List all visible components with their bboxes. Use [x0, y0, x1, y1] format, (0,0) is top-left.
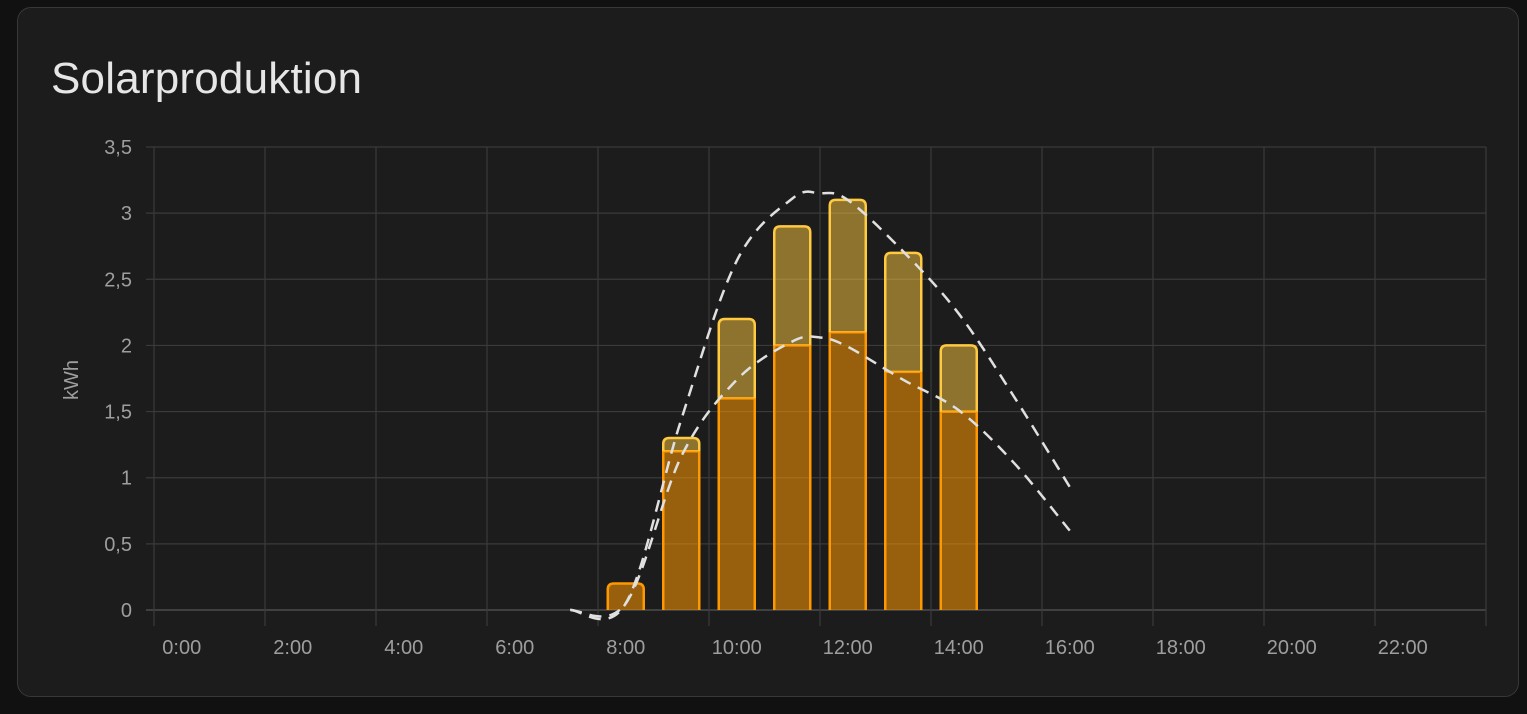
bar-segment-outline [662, 436, 701, 452]
forecast-line [570, 335, 1071, 618]
y-tick-label: 1 [121, 468, 132, 490]
bar-segment-outline [883, 370, 923, 610]
x-tick-label: 20:00 [1267, 637, 1317, 659]
x-tick-label: 16:00 [1045, 637, 1095, 659]
y-tick-label: 0 [121, 600, 132, 622]
x-tick-label: 22:00 [1378, 637, 1428, 659]
bar-segment [774, 226, 811, 346]
y-tick-label: 2,5 [104, 269, 132, 291]
x-tick-label: 6:00 [495, 637, 534, 659]
y-tick-label: 3,5 [104, 137, 132, 159]
bar-segment [607, 583, 644, 610]
x-tick-label: 2:00 [273, 637, 312, 659]
x-tick-label: 8:00 [606, 637, 645, 659]
bar-segment-outline [939, 344, 978, 412]
card-title: Solarproduktion [51, 54, 363, 103]
bar-segment [829, 199, 866, 333]
y-tick-label: 3 [121, 203, 132, 225]
bar-segment [940, 411, 977, 610]
bar-segment-outline [773, 344, 812, 610]
bar-segment [885, 371, 922, 610]
bar-segment-outline [606, 582, 645, 610]
bar-segment [885, 252, 922, 372]
y-tick-label: 2 [121, 335, 132, 357]
bar-segment-outline [717, 317, 756, 399]
y-tick-label: 0,5 [104, 534, 132, 556]
x-tick-label: 4:00 [384, 637, 423, 659]
bar-segment [718, 318, 755, 399]
bar-segment [718, 398, 755, 610]
x-tick-label: 14:00 [934, 637, 984, 659]
forecast-line [570, 190, 1071, 621]
y-axis-label: kWh [61, 360, 83, 400]
solar-production-card: Solarproduktion [17, 7, 1519, 697]
x-tick-label: 12:00 [823, 637, 873, 659]
x-tick-label: 0:00 [162, 637, 201, 659]
bar-segment [829, 332, 866, 610]
x-tick-label: 10:00 [712, 637, 762, 659]
bar-segment [663, 451, 700, 610]
bar-segment [940, 345, 977, 412]
x-tick-label: 18:00 [1156, 637, 1206, 659]
bar-segment-outline [773, 225, 812, 346]
bar-segment [663, 438, 700, 452]
bar-segment [774, 345, 811, 610]
y-tick-label: 1,5 [104, 402, 132, 424]
